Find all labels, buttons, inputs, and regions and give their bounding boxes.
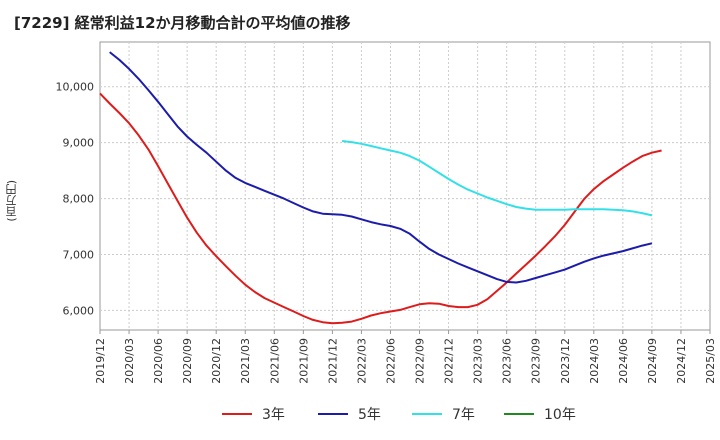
x-tick-label: 2023/09 xyxy=(530,338,543,384)
x-tick-label: 2022/06 xyxy=(384,338,397,384)
y-tick-label: 7,000 xyxy=(63,249,95,262)
x-tick-label: 2021/09 xyxy=(297,338,310,384)
legend-label: 10年 xyxy=(544,407,576,423)
y-tick-label: 9,000 xyxy=(63,137,95,150)
x-tick-label: 2023/12 xyxy=(559,338,572,384)
legend-label: 3年 xyxy=(262,407,285,423)
x-tick-label: 2024/12 xyxy=(675,338,688,384)
y-tick-label: 10,000 xyxy=(56,81,95,94)
x-tick-label: 2020/12 xyxy=(210,338,223,384)
x-tick-label: 2021/03 xyxy=(239,338,252,384)
y-tick-label: 8,000 xyxy=(63,193,95,206)
x-tick-label: 2024/03 xyxy=(588,338,601,384)
x-tick-label: 2020/09 xyxy=(181,338,194,384)
x-tick-label: 2025/03 xyxy=(704,338,717,384)
series-line-5年 xyxy=(109,51,653,284)
x-tick-label: 2024/09 xyxy=(646,338,659,384)
x-tick-label: 2023/06 xyxy=(501,338,514,384)
y-tick-label: 6,000 xyxy=(63,304,95,317)
x-tick-label: 2022/09 xyxy=(414,338,427,384)
series-line-7年 xyxy=(341,140,653,217)
x-tick-label: 2019/12 xyxy=(94,338,107,384)
x-tick-label: 2022/03 xyxy=(355,338,368,384)
x-tick-label: 2021/12 xyxy=(326,338,339,384)
x-tick-label: 2021/06 xyxy=(268,338,281,384)
series-line-3年 xyxy=(99,92,662,325)
x-tick-label: 2020/03 xyxy=(123,338,136,384)
plot-frame xyxy=(99,41,711,331)
x-tick-label: 2022/12 xyxy=(443,338,456,384)
x-tick-label: 2024/06 xyxy=(617,338,630,384)
x-tick-label: 2023/03 xyxy=(472,338,485,384)
legend-label: 7年 xyxy=(452,407,475,423)
chart-title: [7229] 経常利益12か月移動合計の平均値の推移 xyxy=(14,14,351,32)
legend-label: 5年 xyxy=(358,407,381,423)
x-tick-label: 2020/06 xyxy=(152,338,165,384)
